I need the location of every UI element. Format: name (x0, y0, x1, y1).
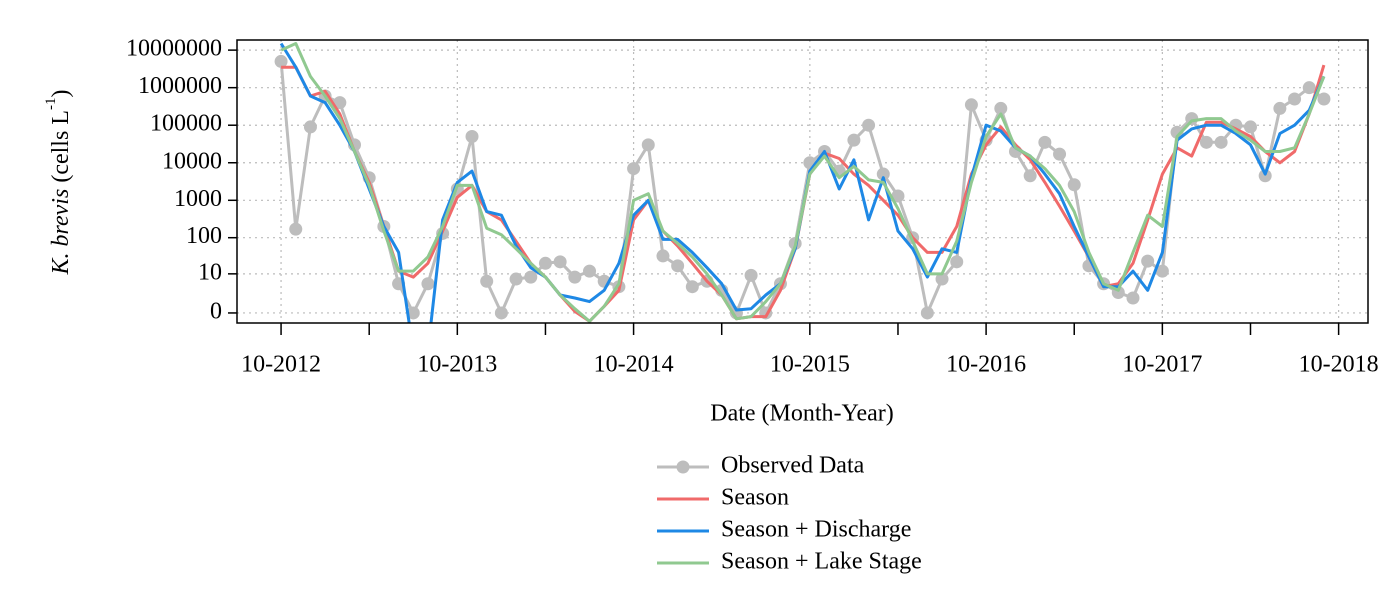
data-point (1214, 135, 1228, 149)
data-point (950, 255, 964, 269)
data-point (509, 272, 523, 286)
x-tick-label: 10-2012 (241, 352, 321, 378)
data-point (891, 189, 905, 203)
y-label-species: K. brevis (48, 189, 74, 276)
data-point (627, 162, 641, 176)
y-tick-label: 100000 (150, 111, 222, 137)
data-point (964, 98, 978, 112)
data-point (671, 259, 685, 273)
legend-label: Season + Discharge (721, 517, 911, 543)
data-point (994, 101, 1008, 115)
data-point (1141, 254, 1155, 268)
data-point (480, 274, 494, 288)
data-point (568, 270, 582, 284)
y-axis-label: K. brevis (cells L-1) (43, 90, 73, 276)
data-point (406, 306, 420, 320)
data-point (1185, 112, 1199, 126)
data-point (641, 138, 655, 152)
data-point (656, 249, 670, 263)
y-tick-label: 10 (198, 259, 222, 285)
y-tick-label: 100 (186, 223, 222, 249)
data-point (421, 277, 435, 291)
data-point (1067, 178, 1081, 192)
x-tick-label: 10-2017 (1122, 352, 1202, 378)
y-tick-label: 10000 (162, 148, 222, 174)
legend-label: Observed Data (721, 453, 865, 479)
x-tick-label: 10-2016 (946, 352, 1026, 378)
legend-label: Season + Lake Stage (721, 549, 922, 575)
grid (237, 40, 1368, 323)
data-point (524, 270, 538, 284)
data-point (1170, 125, 1184, 139)
plot-area (274, 42, 1331, 323)
data-point (1038, 135, 1052, 149)
x-tick-label: 10-2014 (594, 352, 674, 378)
data-point (744, 268, 758, 282)
data-point (862, 118, 876, 132)
data-point (303, 120, 317, 134)
data-point (1155, 264, 1169, 278)
plot-frame (236, 39, 1369, 324)
x-tick-label: 10-2015 (770, 352, 850, 378)
data-point (847, 133, 861, 147)
data-point (935, 272, 949, 286)
x-axis-label: Date (Month-Year) (710, 401, 894, 427)
data-point (289, 222, 303, 236)
data-point (274, 54, 288, 68)
data-point (1288, 92, 1302, 106)
data-point (465, 130, 479, 144)
data-point (333, 96, 347, 110)
legend: Observed Data Season Season + Discharge Sea… (657, 453, 922, 575)
x-tick-label: 10-2018 (1299, 352, 1379, 378)
data-point (1273, 101, 1287, 115)
data-point (538, 256, 552, 270)
data-point (1243, 120, 1257, 134)
data-point (1317, 92, 1331, 106)
data-point (876, 167, 890, 181)
series-line (280, 42, 1326, 323)
data-point (1053, 147, 1067, 161)
data-point (583, 264, 597, 278)
legend-label: Season (721, 485, 789, 511)
data-point (920, 306, 934, 320)
y-label-unit: (cells L (48, 110, 74, 183)
data-point (1199, 135, 1213, 149)
data-point (553, 255, 567, 269)
data-point (1258, 169, 1272, 183)
axes: 0 10 100 1000 10000 100000 1000000 10000000 10-2… (126, 36, 1379, 378)
data-point (1126, 291, 1140, 305)
y-tick-label: 10000000 (126, 36, 222, 62)
x-tick-label: 10-2013 (417, 352, 497, 378)
data-point (494, 306, 508, 320)
y-tick-label: 1000 (174, 186, 222, 212)
y-tick-label: 1000000 (138, 73, 222, 99)
legend-marker (676, 460, 690, 474)
data-point (1302, 81, 1316, 95)
data-point (685, 280, 699, 294)
y-label-exponent: -1 (43, 98, 59, 111)
y-tick-label: 0 (210, 298, 222, 324)
y-label-close: ) (48, 90, 74, 98)
data-point (1023, 169, 1037, 183)
